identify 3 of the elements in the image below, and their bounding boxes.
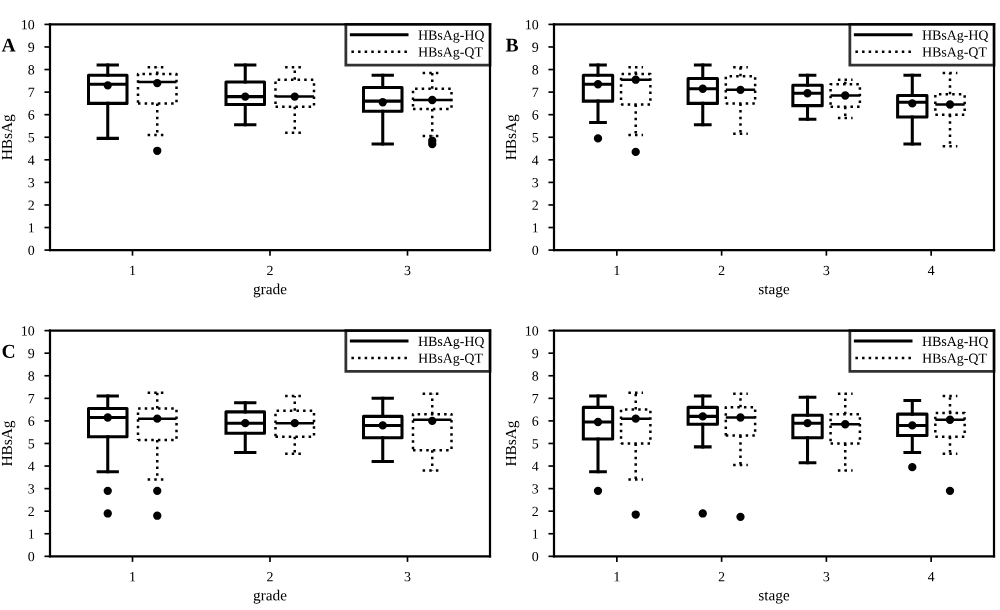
text: C: [2, 344, 15, 358]
text: A: [1, 38, 16, 52]
text: B: [505, 38, 519, 52]
